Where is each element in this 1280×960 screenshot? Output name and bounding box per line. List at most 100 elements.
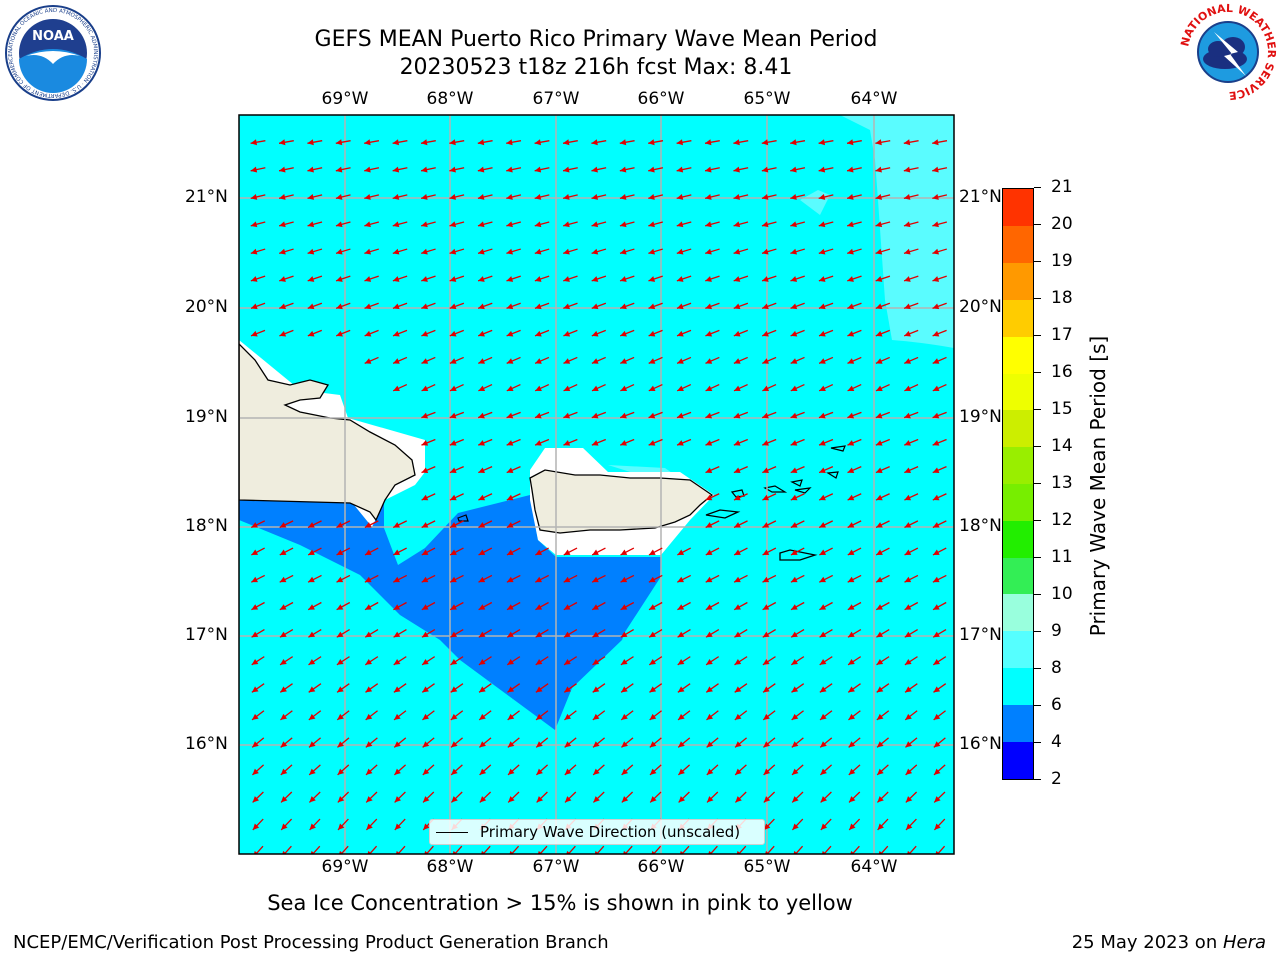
wave-vector-head [735,768,742,775]
wave-vector-head [790,576,798,583]
wave-vector [567,845,576,854]
wave-vector-head [393,576,400,583]
wave-vector-head [421,276,428,282]
wave-vector-head [536,741,543,748]
wave-vector-head [279,303,287,310]
wave-vector-head [762,631,770,638]
wave-vector-head [421,358,429,364]
wave-vector-head [250,166,258,173]
colorbar-segment [1003,189,1033,227]
wave-vector-head [651,850,656,854]
wave-vector-head [932,166,939,173]
wave-vector-head [763,686,770,693]
wave-vector-head [819,549,827,555]
wave-vector-head [877,741,884,748]
wave-vector-head [478,358,485,364]
wave-vector-head [932,385,940,392]
wave-vector-head [734,576,741,583]
wave-vector-head [308,631,316,638]
wave-vector-head [705,412,713,419]
wave-vector-head [847,440,855,446]
wave-vector-head [394,741,401,748]
wave-vector-head [763,741,770,748]
wave-vector-head [394,823,402,830]
wave-vector-head [648,412,656,419]
wave-vector-head [478,576,486,583]
colorbar-segment [1003,299,1033,337]
wave-vector-head [537,850,543,854]
wave-vector-head [506,412,514,419]
wave-vector-head [534,248,542,255]
wave-vector-head [364,330,372,337]
wave-vector-head [452,850,458,854]
wave-vector-head [875,276,883,282]
wave-vector-head [479,768,487,775]
wave-vector-head [421,221,428,228]
wave-vector-head [282,850,287,854]
wave-vector-head [705,576,713,583]
colorbar-segment [1003,593,1033,632]
wave-vector [255,845,264,854]
wave-vector-head [309,741,316,748]
wave-vector-head [847,248,854,255]
lon-label-bottom: 66°W [637,857,685,877]
wave-vector-head [903,139,911,146]
wave-vector-head [364,303,372,310]
wave-vector-head [309,768,316,775]
wave-vector-head [819,659,827,665]
colorbar-segment [1003,225,1033,264]
sea-ice-note: Sea Ice Concentration > 15% is shown in … [267,891,853,915]
wave-vector-head [791,741,799,748]
wave-vector [851,845,860,854]
lat-label-right: 16°N [959,734,1002,754]
wave-vector-head [563,576,571,583]
wave-vector-head [449,358,457,364]
wave-vector-head [364,194,371,200]
wave-vector-head [934,768,941,775]
wave-vector-head [648,385,656,392]
wave-vector-head [364,166,371,173]
wave-vector-head [563,412,571,419]
wave-vector-head [649,741,657,748]
wave-vector-head [932,467,940,473]
wave-vector-head [619,194,627,200]
wave-vector-head [251,686,259,693]
wave-vector [453,845,463,854]
wave-vector-head [534,412,542,419]
st-croix-island [779,549,818,561]
wave-vector-head [649,631,656,638]
wave-vector-head [478,659,486,665]
lat-label-left: 17°N [185,625,228,645]
wave-vector-head [762,358,769,364]
lat-label-left: 19°N [185,407,228,427]
footer-credit: NCEP/EMC/Verification Post Processing Pr… [13,932,609,953]
wave-vector-head [506,494,514,501]
wave-vector-head [421,303,429,310]
wave-vector-head [393,358,400,364]
wave-vector-head [705,385,713,392]
wave-vector-head [279,248,286,255]
wave-vector-head [648,576,656,583]
wave-vector-head [251,631,259,638]
wave-vector-head [762,385,770,392]
colorbar-tick-mark [1034,668,1041,669]
wave-vector [709,845,718,854]
wave-vector-head [876,522,883,528]
wave-vector-head [337,686,344,693]
wave-vector-head [279,221,286,228]
colorbar-segment [1003,262,1033,300]
wave-vector-head [449,221,457,228]
wave-vector-head [875,303,883,310]
wave-vector-head [848,768,856,775]
wave-vector-head [308,686,316,693]
wave-vector-head [421,412,429,419]
wave-vector-head [677,440,684,446]
wave-vector-head [762,604,770,610]
wave-vector-head [424,850,429,854]
colorbar-tick-label: 4 [1051,732,1062,752]
footer-host: Hera [1222,932,1266,953]
wave-vector-head [849,796,856,803]
wave-vector-head [506,276,514,282]
wave-vector-head [847,576,855,583]
colorbar-segment [1003,336,1033,374]
